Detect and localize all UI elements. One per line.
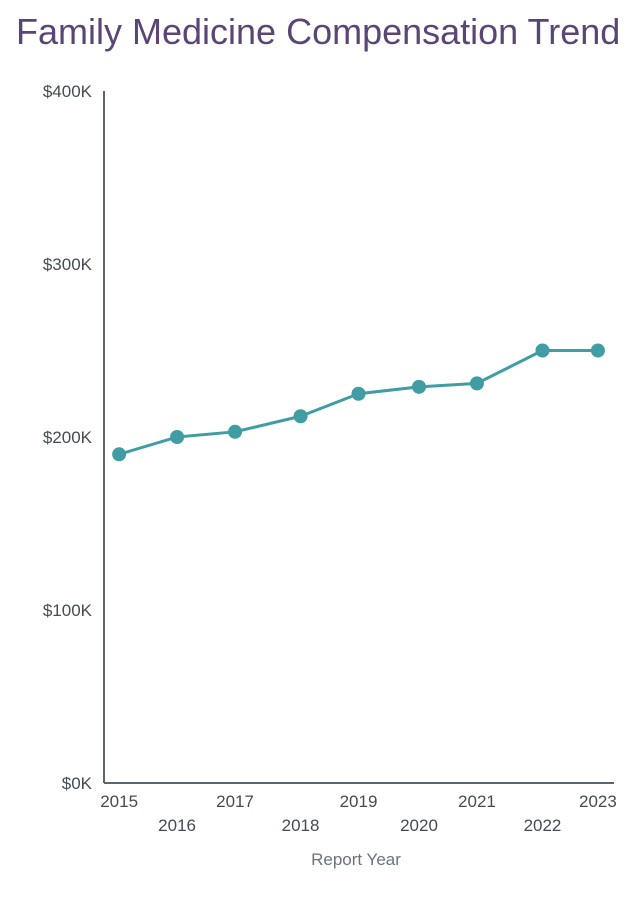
data-point bbox=[535, 344, 549, 358]
data-point bbox=[112, 447, 126, 461]
data-point bbox=[412, 380, 426, 394]
y-tick-label: $200K bbox=[43, 428, 93, 447]
y-tick-label: $0K bbox=[62, 774, 93, 793]
line-chart: $0K $100K $200K $300K $400K 2015 2016 2017 2018 2… bbox=[16, 81, 624, 871]
x-tick-label: 2016 bbox=[158, 816, 196, 835]
y-tick-label: $100K bbox=[43, 601, 93, 620]
data-line bbox=[119, 351, 598, 455]
x-tick-label: 2021 bbox=[458, 792, 496, 811]
data-point bbox=[228, 425, 242, 439]
data-point bbox=[470, 377, 484, 391]
x-tick-label: 2022 bbox=[524, 816, 562, 835]
chart-title: Family Medicine Compensation Trend bbox=[16, 10, 624, 53]
data-point bbox=[591, 344, 605, 358]
x-tick-label: 2018 bbox=[282, 816, 320, 835]
chart-area: $0K $100K $200K $300K $400K 2015 2016 2017 2018 2… bbox=[16, 81, 624, 871]
data-point bbox=[352, 387, 366, 401]
x-tick-label: 2023 bbox=[579, 792, 617, 811]
y-tick-label: $400K bbox=[43, 82, 93, 101]
x-tick-label: 2020 bbox=[400, 816, 438, 835]
data-point bbox=[170, 430, 184, 444]
x-tick-label: 2019 bbox=[340, 792, 378, 811]
x-tick-label: 2017 bbox=[216, 792, 254, 811]
x-axis-label: Report Year bbox=[311, 850, 401, 869]
chart-container: Family Medicine Compensation Trend $0K $1… bbox=[0, 0, 640, 923]
y-tick-label: $300K bbox=[43, 255, 93, 274]
data-point bbox=[294, 409, 308, 423]
x-tick-label: 2015 bbox=[100, 792, 138, 811]
